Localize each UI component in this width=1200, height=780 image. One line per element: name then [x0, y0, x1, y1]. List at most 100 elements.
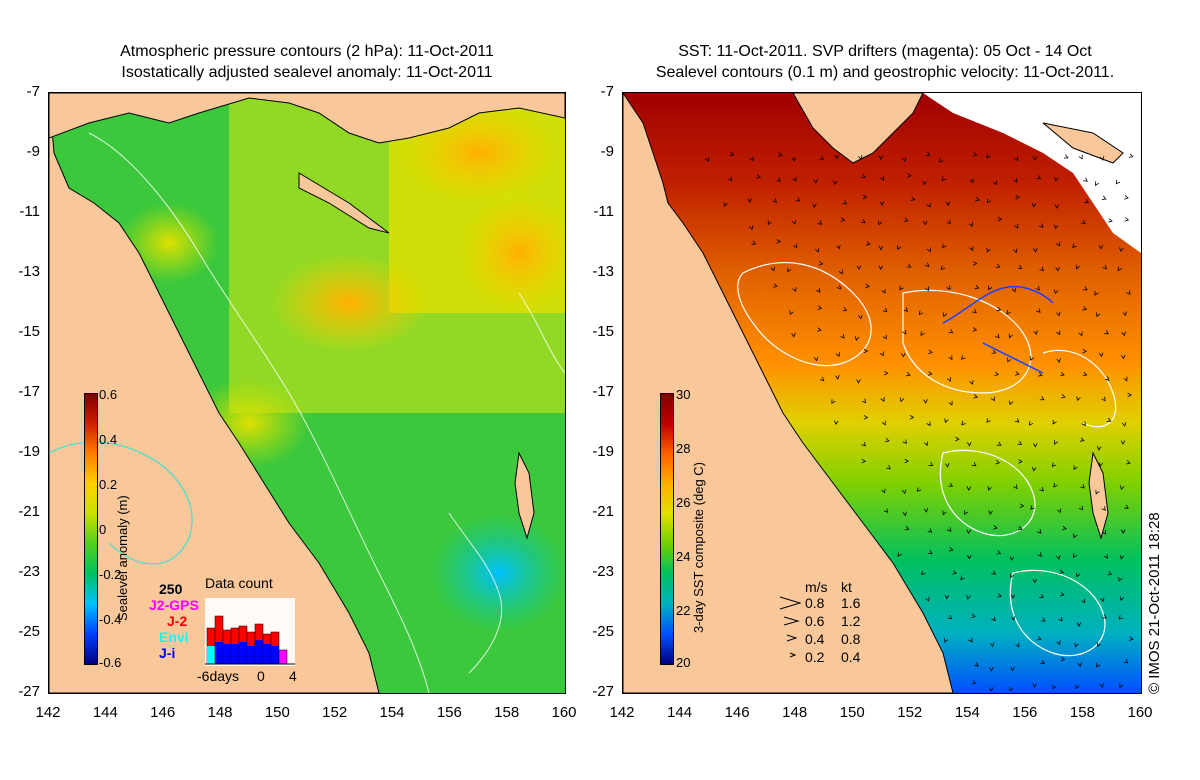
x-tick-label: 160: [551, 704, 577, 721]
velocity-arrow: [838, 269, 843, 275]
y-tick-label: -13: [592, 263, 614, 280]
x-tick-label: 144: [667, 704, 693, 721]
velocity-arrow: [878, 155, 884, 160]
velocity-arrow: [1108, 218, 1113, 223]
velocity-arrow: [1017, 440, 1023, 445]
velocity-arrow: [948, 355, 953, 361]
velocity-arrow: [972, 152, 978, 157]
velocity-legend-arrows: [779, 596, 802, 658]
velocity-arrow: [747, 198, 752, 203]
velocity-arrow: [1008, 686, 1014, 692]
velocity-arrow: [925, 596, 930, 602]
velocity-arrow: [922, 180, 927, 186]
data-count-xtick: 4: [289, 668, 297, 684]
velocity-arrow: [1078, 505, 1084, 511]
geostrophic-velocity-arrows: [705, 151, 1134, 692]
y-tick-label: -25: [18, 623, 40, 640]
velocity-legend-ms: 0.6: [805, 613, 825, 629]
velocity-arrow: [1060, 656, 1066, 662]
x-tick-label: 146: [150, 704, 176, 721]
velocity-arrow: [1015, 194, 1020, 200]
velocity-arrow: [1060, 371, 1065, 377]
velocity-arrow: [991, 349, 997, 354]
velocity-arrow: [969, 178, 974, 184]
velocity-arrow: [881, 488, 886, 494]
velocity-arrow: [996, 306, 1002, 312]
y-tick-label: -27: [592, 683, 614, 700]
velocity-arrow: [966, 486, 972, 491]
velocity-arrow: [902, 511, 907, 517]
velocity-arrow: [1098, 245, 1104, 250]
velocity-arrow: [988, 687, 994, 692]
data-count-bars: [206, 615, 288, 665]
velocity-arrow: [996, 550, 1002, 555]
sst-colorbar-tick: 26: [676, 495, 691, 510]
velocity-arrow: [1039, 266, 1045, 272]
velocity-arrow: [1039, 396, 1045, 401]
sla-colorbar: [84, 393, 98, 665]
velocity-arrow: [991, 616, 996, 622]
velocity-arrow: [1124, 217, 1130, 222]
sla-colorbar-tick: 0.2: [99, 477, 118, 492]
velocity-arrow: [749, 156, 754, 162]
velocity-arrow: [902, 329, 907, 335]
velocity-arrow: [856, 379, 861, 384]
velocity-arrow: [1124, 504, 1129, 509]
velocity-arrow: [840, 334, 845, 339]
velocity-arrow: [922, 220, 928, 226]
velocity-arrow: [946, 219, 951, 225]
velocity-arrow: [1054, 176, 1059, 182]
velocity-arrow: [946, 285, 951, 290]
velocity-arrow: [906, 173, 912, 178]
sst-map-graphic: [623, 93, 1141, 693]
velocity-arrow: [1077, 662, 1082, 668]
velocity-arrow: [1011, 616, 1016, 621]
sla-colorbar-tick: -0.6: [99, 655, 122, 670]
velocity-arrow: [1059, 591, 1065, 597]
velocity-arrow: [1125, 460, 1131, 465]
velocity-arrow: [1062, 525, 1067, 531]
velocity-arrow: [1118, 576, 1123, 582]
velocity-arrow: [1008, 400, 1014, 406]
velocity-arrow: [1106, 417, 1112, 422]
left-title-line2: Isostatically adjusted sealevel anomaly:…: [121, 64, 493, 81]
sst-colorbar-tick: 22: [676, 603, 691, 618]
velocity-arrow: [1032, 683, 1038, 688]
velocity-arrow: [1056, 330, 1061, 336]
velocity-arrow: [1051, 462, 1057, 468]
velocity-arrow: [1058, 616, 1063, 622]
velocity-arrow: [1082, 371, 1088, 377]
velocity-arrow: [986, 418, 991, 423]
velocity-arrow: [1035, 285, 1041, 291]
velocity-arrow: [997, 216, 1003, 222]
sst-colorbar-label: 3-day SST composite (deg C): [691, 462, 706, 633]
velocity-arrow: [1083, 177, 1088, 182]
velocity-arrow: [928, 349, 933, 355]
velocity-arrow: [1124, 195, 1129, 200]
velocity-arrow: [1127, 392, 1132, 398]
velocity-arrow: [989, 642, 995, 648]
velocity-arrow: [1053, 440, 1059, 445]
velocity-arrow: [865, 241, 871, 246]
velocity-arrow: [1123, 659, 1129, 664]
velocity-arrow: [972, 261, 978, 266]
velocity-arrow: [995, 459, 1001, 465]
velocity-arrow: [1095, 489, 1100, 495]
sealevel-anomaly-map: Sealevel anomaly (m) 0.6 0.4 0.2 0 -0.2 …: [48, 92, 566, 694]
velocity-arrow: [948, 329, 954, 334]
velocity-arrow: [1036, 308, 1041, 313]
velocity-arrow: [896, 244, 902, 250]
velocity-arrow: [878, 245, 884, 251]
velocity-arrow: [1082, 348, 1087, 354]
velocity-arrow: [1053, 482, 1058, 488]
velocity-arrow: [858, 155, 863, 160]
velocity-arrow: [1072, 243, 1077, 249]
velocity-arrow: [990, 396, 995, 402]
velocity-arrow: [1054, 204, 1060, 209]
velocity-arrow: [882, 334, 887, 340]
velocity-arrow: [882, 307, 888, 313]
velocity-arrow: [842, 306, 848, 312]
velocity-arrow: [905, 371, 911, 377]
velocity-arrow: [1056, 555, 1061, 560]
velocity-arrow: [1119, 683, 1124, 689]
